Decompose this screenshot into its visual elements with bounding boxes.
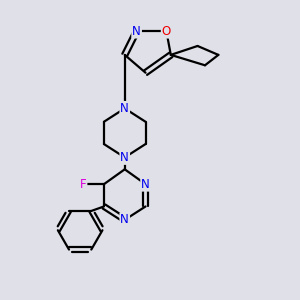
Text: N: N — [141, 178, 150, 191]
Text: N: N — [132, 25, 141, 38]
Text: O: O — [162, 25, 171, 38]
Text: N: N — [120, 151, 129, 164]
Text: N: N — [120, 102, 129, 115]
Text: N: N — [120, 213, 129, 226]
Text: F: F — [80, 178, 86, 191]
